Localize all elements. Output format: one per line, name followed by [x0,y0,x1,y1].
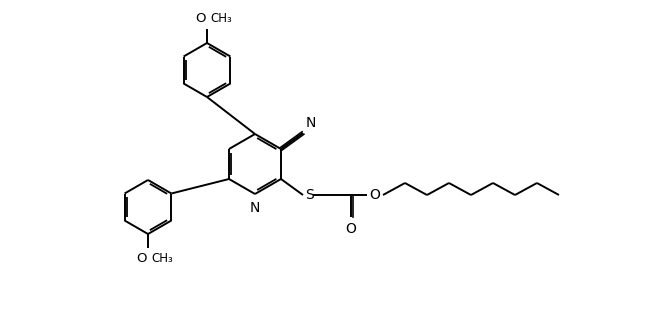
Text: N: N [306,116,316,130]
Text: O: O [196,12,206,25]
Text: CH₃: CH₃ [151,252,172,265]
Text: O: O [346,222,356,236]
Text: CH₃: CH₃ [210,12,232,25]
Text: O: O [369,188,380,202]
Text: N: N [250,201,260,215]
Text: O: O [137,252,147,265]
Text: S: S [305,188,314,202]
